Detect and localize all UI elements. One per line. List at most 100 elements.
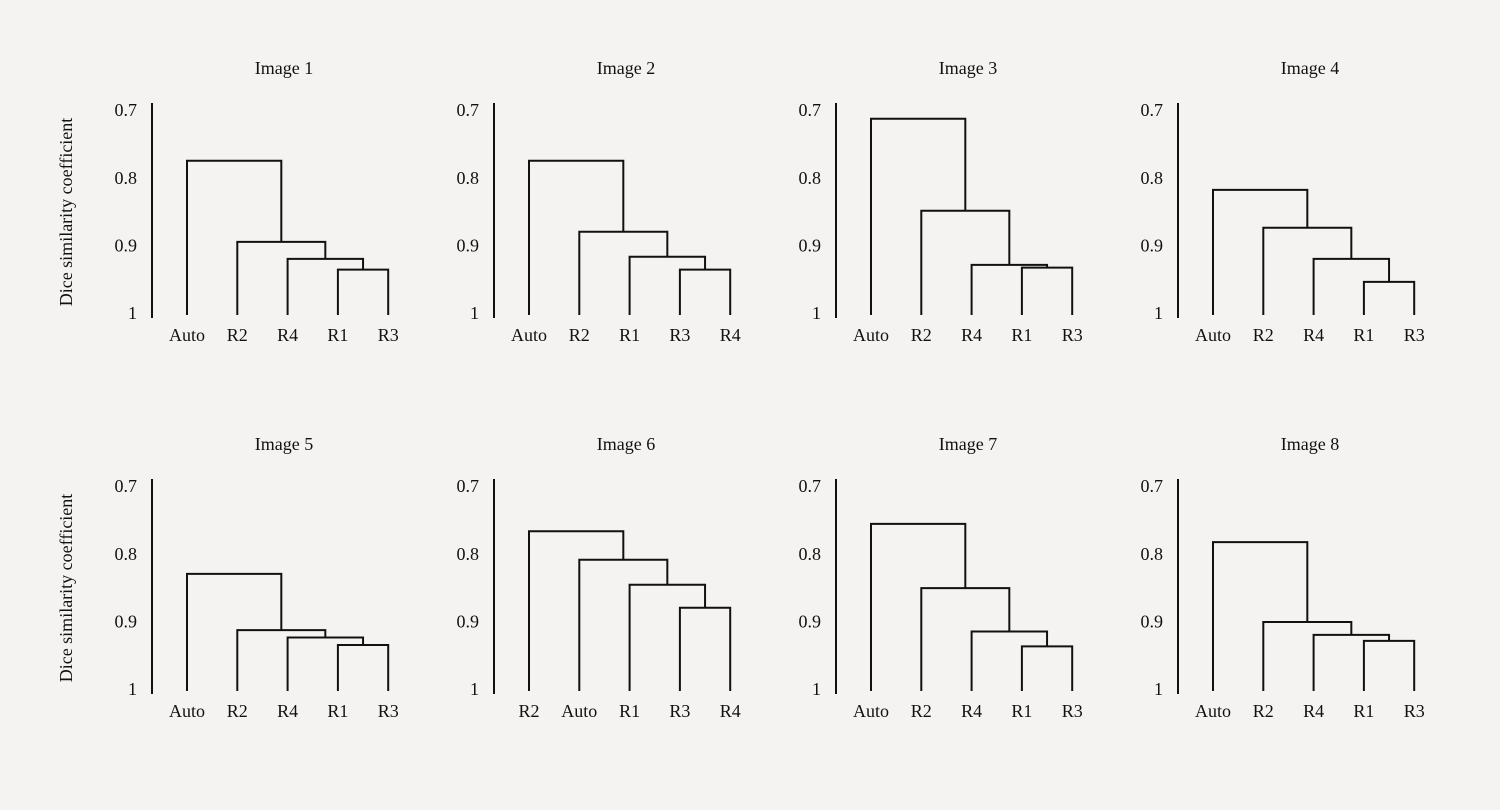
leaf-label: R4 [720, 325, 741, 345]
dendrogram-link [186, 159, 283, 315]
dendrogram-link [1212, 188, 1309, 315]
leaf-label: R1 [619, 701, 640, 721]
y-tick-label: 0.9 [457, 235, 480, 255]
leaf-label: R1 [1353, 701, 1374, 721]
y-tick-label: 0.9 [799, 611, 822, 631]
leaf-label: R4 [1303, 701, 1324, 721]
leaf-label: R4 [277, 701, 298, 721]
leaf-label: R1 [1011, 701, 1032, 721]
leaf-label: R3 [1404, 325, 1425, 345]
y-tick-label: 0.9 [1141, 235, 1164, 255]
dendrogram-link [870, 117, 967, 315]
y-tick-label: 0.7 [799, 100, 822, 120]
leaf-label: Auto [561, 701, 597, 721]
y-tick-label: 0.9 [1141, 611, 1164, 631]
leaf-label: Auto [169, 701, 205, 721]
dendrogram-link [236, 629, 327, 691]
panel-title: Image 7 [939, 434, 997, 454]
leaf-label: R1 [1011, 325, 1032, 345]
leaf-label: R2 [1253, 325, 1274, 345]
leaf-label: R3 [669, 325, 690, 345]
leaf-label: R3 [378, 325, 399, 345]
leaf-label: R2 [227, 701, 248, 721]
dendrogram-link [1262, 620, 1353, 691]
panel-title: Image 6 [597, 434, 655, 454]
dendrogram-link [1020, 266, 1074, 315]
y-tick-label: 1 [128, 303, 137, 323]
leaf-label: R1 [327, 325, 348, 345]
dendrogram-link [970, 630, 1049, 691]
dendrogram-link [920, 209, 1011, 315]
y-tick-label: 0.9 [457, 611, 480, 631]
dendrogram-link [1020, 645, 1074, 691]
leaf-label: R3 [669, 701, 690, 721]
leaf-label: R1 [619, 325, 640, 345]
panel-title: Image 5 [255, 434, 313, 454]
dendrogram-link [970, 263, 1049, 315]
leaf-label: R4 [961, 325, 982, 345]
y-tick-label: 1 [470, 303, 479, 323]
y-tick-label: 0.7 [1141, 100, 1164, 120]
y-tick-label: 0.8 [115, 168, 138, 188]
y-tick-label: 0.9 [115, 235, 138, 255]
leaf-label: Auto [511, 325, 547, 345]
dendrogram-link [678, 606, 732, 691]
dendrogram-link [628, 255, 707, 315]
dendrogram-link [236, 240, 327, 315]
dendrogram-link [920, 587, 1011, 691]
dendrogram-link [870, 522, 967, 691]
dendrogram-link [528, 159, 625, 315]
dendrogram-link [1312, 257, 1391, 315]
leaf-label: R2 [518, 701, 539, 721]
y-tick-label: 0.8 [457, 168, 480, 188]
leaf-label: R2 [1253, 701, 1274, 721]
dendrogram-link [1212, 541, 1309, 691]
y-tick-label: 0.8 [799, 544, 822, 564]
dendrogram-link [286, 257, 365, 315]
leaf-label: R4 [1303, 325, 1324, 345]
leaf-label: R2 [911, 701, 932, 721]
y-tick-label: 0.7 [115, 476, 138, 496]
y-tick-label: 1 [812, 303, 821, 323]
y-tick-label: 0.8 [457, 544, 480, 564]
y-tick-label: 1 [470, 679, 479, 699]
dendrogram-link [1312, 633, 1391, 691]
y-tick-label: 0.7 [799, 476, 822, 496]
leaf-label: Auto [1195, 325, 1231, 345]
leaf-label: R3 [1062, 701, 1083, 721]
y-tick-label: 1 [128, 679, 137, 699]
y-tick-label: 0.8 [1141, 544, 1164, 564]
leaf-label: Auto [1195, 701, 1231, 721]
y-axis-label: Dice similarity coefficient [56, 118, 76, 307]
y-tick-label: 0.8 [1141, 168, 1164, 188]
y-tick-label: 0.7 [115, 100, 138, 120]
leaf-label: R4 [277, 325, 298, 345]
y-tick-label: 0.9 [115, 611, 138, 631]
leaf-label: R4 [961, 701, 982, 721]
leaf-label: Auto [853, 701, 889, 721]
panel-title: Image 8 [1281, 434, 1339, 454]
y-tick-label: 0.8 [799, 168, 822, 188]
dendrogram-link [578, 558, 669, 691]
y-tick-label: 0.7 [457, 476, 480, 496]
dendrogram-link [336, 643, 390, 691]
panel-title: Image 4 [1281, 58, 1339, 78]
y-tick-label: 0.7 [457, 100, 480, 120]
dendrogram-link [628, 583, 707, 691]
panel-title: Image 2 [597, 58, 655, 78]
y-tick-label: 1 [812, 679, 821, 699]
dendrogram-link [336, 268, 390, 315]
panel-title: Image 3 [939, 58, 997, 78]
y-tick-label: 0.9 [799, 235, 822, 255]
dendrogram-link [578, 230, 669, 315]
dendrogram-link [186, 572, 283, 691]
leaf-label: R1 [327, 701, 348, 721]
leaf-label: R3 [1062, 325, 1083, 345]
leaf-label: Auto [169, 325, 205, 345]
y-axis-label: Dice similarity coefficient [56, 494, 76, 683]
leaf-label: R2 [569, 325, 590, 345]
dendrogram-link [1362, 280, 1416, 315]
leaf-label: R3 [378, 701, 399, 721]
leaf-label: R4 [720, 701, 741, 721]
